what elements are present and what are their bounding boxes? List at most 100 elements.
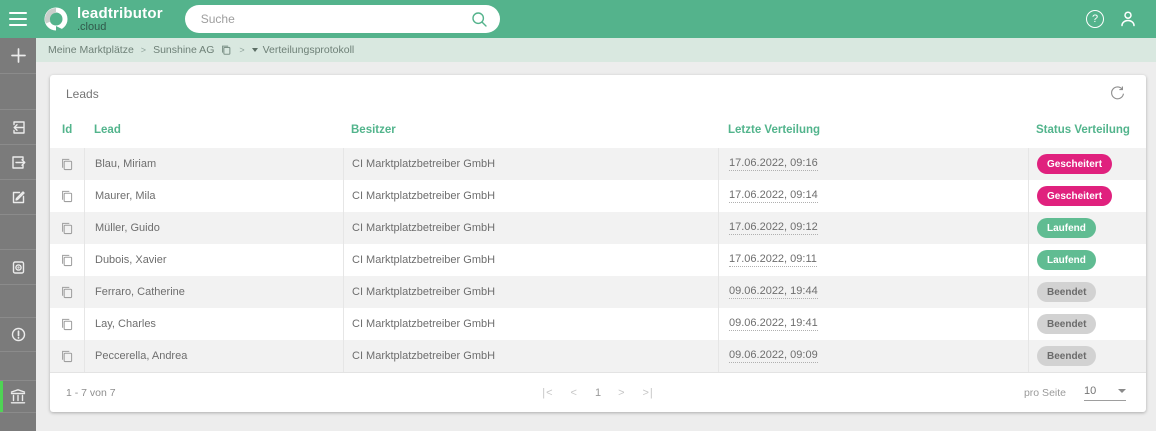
copy-icon[interactable] bbox=[60, 189, 73, 203]
table-row[interactable]: Lay, Charles CI Marktplatzbetreiber GmbH 0… bbox=[50, 308, 1146, 340]
table-body: Blau, Miriam CI Marktplatzbetreiber GmbH 1… bbox=[50, 148, 1146, 372]
besitzer-name: CI Marktplatzbetreiber GmbH bbox=[343, 276, 718, 308]
status-badge: Beendet bbox=[1037, 346, 1097, 366]
status-badge: Laufend bbox=[1037, 250, 1096, 270]
besitzer-name: CI Marktplatzbetreiber GmbH bbox=[343, 180, 718, 212]
table-row[interactable]: Peccerella, Andrea CI Marktplatzbetreiber… bbox=[50, 340, 1146, 372]
column-header-letzte-verteilung[interactable]: Letzte Verteilung bbox=[728, 124, 821, 136]
pagination: |< < 1 > >| bbox=[542, 387, 654, 399]
lead-name: Ferraro, Catherine bbox=[84, 276, 343, 308]
import-icon bbox=[12, 120, 25, 134]
lead-name: Müller, Guido bbox=[84, 212, 343, 244]
sidebar-item-import[interactable] bbox=[0, 110, 36, 145]
search-input[interactable] bbox=[200, 12, 471, 26]
letzte-verteilung-date[interactable]: 09.06.2022, 19:41 bbox=[729, 317, 818, 331]
sidebar-spacer bbox=[0, 352, 36, 381]
sidebar-item-edit[interactable] bbox=[0, 180, 36, 215]
sidebar-item-export[interactable] bbox=[0, 145, 36, 180]
sidebar-spacer bbox=[0, 285, 36, 318]
dropdown-caret-icon[interactable] bbox=[251, 48, 258, 52]
besitzer-name: CI Marktplatzbetreiber GmbH bbox=[343, 340, 718, 372]
select-caret-icon bbox=[1118, 388, 1126, 393]
logo-swirl-icon bbox=[44, 7, 68, 32]
sidebar-spacer bbox=[0, 215, 36, 250]
search-icon[interactable] bbox=[471, 11, 488, 28]
breadcrumb-separator: > bbox=[239, 45, 245, 55]
preview-icon bbox=[12, 260, 24, 274]
per-page-select[interactable]: 10 bbox=[1084, 385, 1126, 401]
status-badge: Gescheitert bbox=[1037, 154, 1113, 174]
copy-icon[interactable] bbox=[60, 349, 73, 363]
user-icon[interactable] bbox=[1118, 9, 1138, 29]
logo-subtitle: .cloud bbox=[77, 20, 107, 33]
refresh-button[interactable] bbox=[1109, 85, 1126, 102]
logo-title: leadtributor bbox=[77, 4, 163, 22]
lead-name: Peccerella, Andrea bbox=[84, 340, 343, 372]
lead-name: Lay, Charles bbox=[84, 308, 343, 340]
table-row[interactable]: Blau, Miriam CI Marktplatzbetreiber GmbH 1… bbox=[50, 148, 1146, 180]
per-page-value: 10 bbox=[1084, 384, 1097, 397]
table-row[interactable]: Dubois, Xavier CI Marktplatzbetreiber Gmb… bbox=[50, 244, 1146, 276]
table-row[interactable]: Ferraro, Catherine CI Marktplatzbetreiber… bbox=[50, 276, 1146, 308]
logo[interactable]: leadtributor .cloud bbox=[43, 6, 163, 33]
sidebar-item-alerts[interactable] bbox=[0, 318, 36, 352]
status-badge: Laufend bbox=[1037, 218, 1096, 238]
per-page-label: pro Seite bbox=[1023, 386, 1066, 399]
copy-icon[interactable] bbox=[60, 253, 73, 267]
besitzer-name: CI Marktplatzbetreiber GmbH bbox=[343, 308, 718, 340]
current-page: 1 bbox=[594, 386, 602, 399]
sidebar-add-button[interactable] bbox=[0, 38, 36, 74]
search-bar[interactable] bbox=[184, 5, 500, 33]
table-header: Id Lead Besitzer Letzte Verteilung Statu… bbox=[50, 112, 1146, 148]
column-header-id[interactable]: Id bbox=[62, 124, 73, 136]
sidebar bbox=[0, 38, 36, 431]
breadcrumb-separator: > bbox=[140, 45, 147, 55]
copy-icon[interactable] bbox=[60, 317, 73, 331]
column-header-status-verteilung[interactable]: Status Verteilung bbox=[1036, 124, 1130, 136]
table-footer: 1 - 7 von 7 |< < 1 > >| pro Seite 10 bbox=[50, 372, 1146, 412]
copy-icon[interactable] bbox=[60, 285, 73, 299]
letzte-verteilung-date[interactable]: 17.06.2022, 09:12 bbox=[729, 221, 818, 235]
help-icon[interactable]: ? bbox=[1086, 10, 1104, 28]
lead-name: Blau, Miriam bbox=[84, 148, 343, 180]
copy-icon[interactable] bbox=[220, 44, 232, 56]
first-page-button[interactable]: |< bbox=[542, 386, 554, 399]
letzte-verteilung-date[interactable]: 17.06.2022, 09:14 bbox=[729, 189, 818, 203]
sidebar-item-preview[interactable] bbox=[0, 250, 36, 285]
letzte-verteilung-date[interactable]: 09.06.2022, 09:09 bbox=[729, 349, 818, 363]
letzte-verteilung-date[interactable]: 09.06.2022, 19:44 bbox=[729, 285, 818, 299]
hamburger-menu-icon[interactable] bbox=[0, 12, 36, 26]
sidebar-item-archive[interactable] bbox=[0, 381, 36, 413]
table-row[interactable]: Maurer, Mila CI Marktplatzbetreiber GmbH 1… bbox=[50, 180, 1146, 212]
letzte-verteilung-date[interactable]: 17.06.2022, 09:16 bbox=[729, 157, 818, 171]
breadcrumb-verteilungsprotokoll[interactable]: Verteilungsprotokoll bbox=[262, 44, 355, 56]
column-header-lead[interactable]: Lead bbox=[94, 124, 121, 136]
leads-panel: Leads Id Lead Besitzer Letzte Verteilung… bbox=[50, 75, 1146, 412]
status-badge: Beendet bbox=[1037, 282, 1097, 302]
bank-icon bbox=[10, 389, 26, 404]
lead-name: Dubois, Xavier bbox=[84, 244, 343, 276]
top-bar: leadtributor .cloud ? bbox=[0, 0, 1156, 38]
sidebar-spacer bbox=[0, 74, 36, 110]
column-header-besitzer[interactable]: Besitzer bbox=[351, 124, 396, 136]
besitzer-name: CI Marktplatzbetreiber GmbH bbox=[343, 212, 718, 244]
table-row[interactable]: Müller, Guido CI Marktplatzbetreiber GmbH… bbox=[50, 212, 1146, 244]
besitzer-name: CI Marktplatzbetreiber GmbH bbox=[343, 148, 718, 180]
last-page-button[interactable]: >| bbox=[642, 386, 654, 399]
breadcrumb-sunshine-ag[interactable]: Sunshine AG bbox=[153, 44, 215, 56]
letzte-verteilung-date[interactable]: 17.06.2022, 09:11 bbox=[729, 253, 817, 267]
result-range: 1 - 7 von 7 bbox=[66, 386, 116, 399]
breadcrumb-meine-marktplaetze[interactable]: Meine Marktplätze bbox=[48, 44, 134, 56]
breadcrumb: Meine Marktplätze > Sunshine AG > Vertei… bbox=[36, 38, 1156, 62]
previous-page-button[interactable]: < bbox=[570, 386, 578, 399]
alert-icon bbox=[11, 327, 25, 342]
main-content: Leads Id Lead Besitzer Letzte Verteilung… bbox=[36, 62, 1156, 431]
lead-name: Maurer, Mila bbox=[84, 180, 343, 212]
copy-icon[interactable] bbox=[60, 157, 73, 171]
besitzer-name: CI Marktplatzbetreiber GmbH bbox=[343, 244, 718, 276]
next-page-button[interactable]: > bbox=[618, 386, 626, 399]
copy-icon[interactable] bbox=[60, 221, 73, 235]
export-icon bbox=[11, 155, 25, 169]
sidebar-spacer bbox=[0, 413, 36, 431]
